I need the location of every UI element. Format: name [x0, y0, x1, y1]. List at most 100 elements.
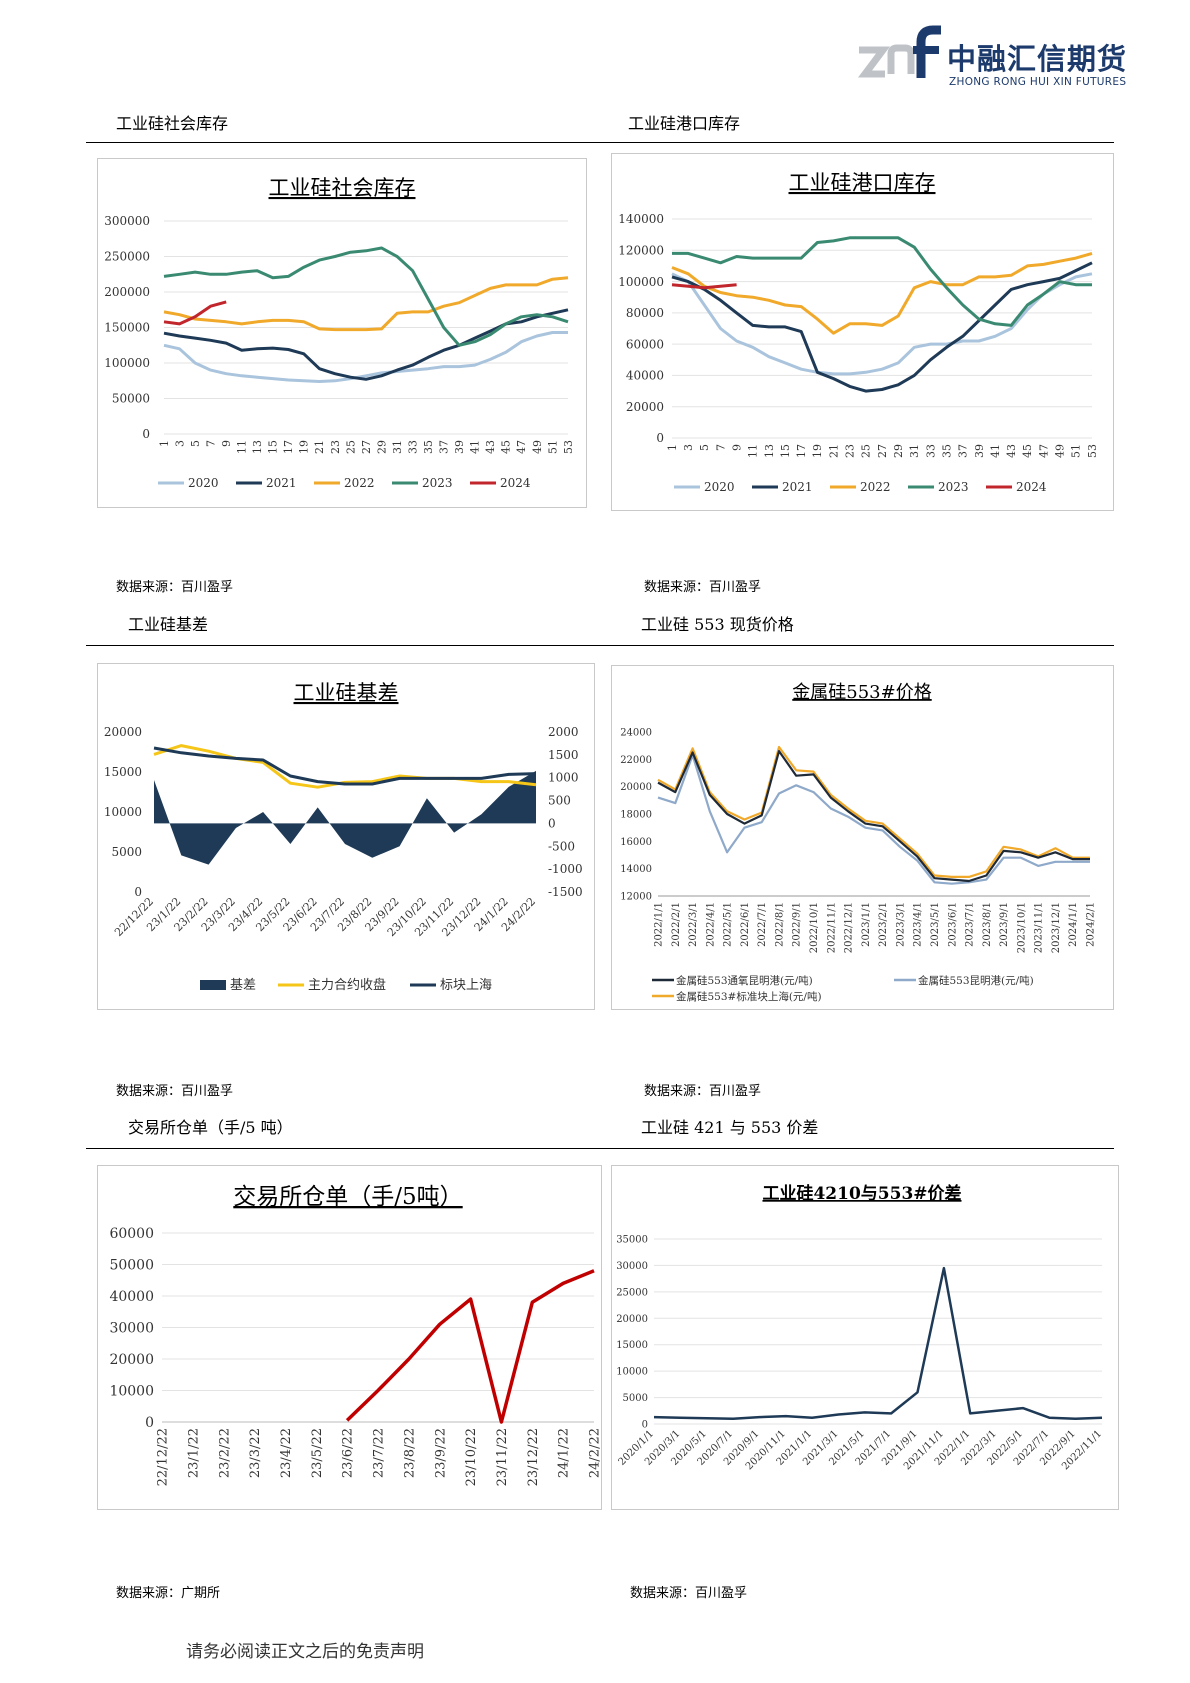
y-tick-label-right: 1000	[548, 771, 579, 785]
znf-logo-icon	[858, 25, 941, 78]
x-tick-label: 25	[860, 444, 873, 458]
y-tick-label: 10000	[109, 1383, 154, 1399]
x-tick-label: 9	[730, 444, 743, 451]
y-tick-label-left: 0	[134, 885, 142, 899]
x-tick-label: 23/9/22	[433, 1428, 448, 1478]
x-tick-label: 24/2/22	[588, 1428, 601, 1478]
section-title-421-553-spread: 工业硅 421 与 553 价差	[641, 1118, 819, 1137]
x-tick-label: 53	[1086, 444, 1099, 458]
section-title-port-inventory: 工业硅港口库存	[628, 114, 741, 133]
x-tick-label: 37	[957, 444, 970, 458]
section-title-social-inventory: 工业硅社会库存	[116, 114, 229, 133]
x-tick-label: 2023/5/1	[930, 902, 941, 947]
x-tick-label: 23/4/22	[279, 1428, 294, 1478]
legend-label: 2023	[422, 476, 453, 490]
x-tick-label: 45	[1021, 444, 1034, 458]
y-tick-label-left: 10000	[104, 805, 142, 819]
x-tick-label: 3	[173, 440, 186, 447]
x-tick-label: 23/2/22	[217, 1428, 232, 1478]
x-tick-label: 2023/6/1	[947, 902, 958, 947]
y-tick-label: 20000	[626, 400, 664, 414]
chart-warehouse-receipts: 交易所仓单（手/5吨） 60000 50000 40000 30000 20000 1000…	[109, 1184, 602, 1486]
disclaimer-footer: 请务必阅读正文之后的免责声明	[186, 1642, 424, 1662]
legend-label: 金属硅553#标准块上海(元/吨)	[676, 990, 822, 1003]
x-tick-label: 2022/8/1	[774, 902, 785, 947]
chart-title: 交易所仓单（手/5吨）	[233, 1184, 462, 1210]
spread-line	[653, 1266, 1103, 1420]
y-tick-label: 25000	[616, 1287, 648, 1298]
legend-label: 2021	[782, 480, 813, 494]
x-tick-label: 27	[360, 440, 373, 454]
section-title-basis: 工业硅基差	[128, 615, 209, 634]
y-tick-label: 10000	[616, 1367, 648, 1378]
x-tick-label: 11	[747, 444, 760, 458]
x-tick-label: 15	[267, 440, 280, 454]
legend-label: 2020	[704, 480, 735, 494]
y-tick-label: 60000	[109, 1226, 154, 1242]
series-line	[163, 276, 569, 332]
x-tick-label: 5	[698, 444, 711, 451]
series-line	[672, 236, 1092, 327]
y-tick-label: 50000	[112, 392, 150, 406]
x-tick-label: 22/12/22	[156, 1428, 171, 1486]
y-tick-label: 30000	[109, 1320, 154, 1336]
x-tick-label: 21	[313, 440, 326, 454]
x-tick-label: 33	[924, 444, 937, 458]
x-tick-label: 13	[251, 440, 264, 454]
x-tick-label: 15	[779, 444, 792, 458]
logo-chinese-name: 中融汇信期货	[947, 42, 1128, 76]
x-tick-label: 29	[375, 440, 388, 454]
y-tick-label-left: 20000	[104, 725, 142, 739]
series-line	[163, 300, 227, 326]
y-tick-label: 0	[142, 427, 150, 441]
x-tick-label: 27	[876, 444, 889, 458]
x-tick-label: 23/7/22	[372, 1428, 387, 1478]
x-tick-label: 45	[500, 440, 513, 454]
legend-swatch	[200, 980, 226, 990]
data-source-note: 数据来源：广期所	[116, 1586, 221, 1601]
x-tick-label: 2023/11/1	[1034, 902, 1045, 953]
legend-label: 2022	[344, 476, 375, 490]
x-tick-label: 1	[158, 440, 171, 447]
section-divider	[86, 645, 1114, 646]
x-tick-label: 24/1/22	[557, 1428, 572, 1478]
x-tick-label: 2022/6/1	[740, 902, 751, 947]
x-tick-label: 29	[892, 444, 905, 458]
x-tick-label: 7	[714, 444, 727, 451]
legend-label: 2024	[500, 476, 531, 490]
x-tick-label: 2023/1/1	[861, 902, 872, 947]
series-line	[671, 272, 1093, 376]
series-line	[163, 331, 568, 383]
y-tick-label-right: -1500	[548, 885, 583, 899]
y-tick-label: 20000	[616, 1314, 648, 1325]
basis-area	[154, 770, 536, 865]
receipts-line	[345, 1269, 595, 1424]
x-tick-label: 19	[298, 440, 311, 454]
chart-title: 工业硅港口库存	[789, 171, 936, 195]
y-tick-label: 14000	[620, 864, 652, 875]
x-tick-label: 2023/9/1	[999, 902, 1010, 947]
x-tick-label: 2023/4/1	[913, 902, 924, 947]
y-tick-label: 30000	[616, 1261, 648, 1272]
x-tick-label: 41	[989, 444, 1002, 458]
x-tick-label: 2023/8/1	[982, 902, 993, 947]
series-line	[671, 261, 1093, 393]
x-tick-label: 23/11/22	[495, 1428, 510, 1486]
y-tick-label-right: 500	[548, 794, 571, 808]
y-tick-label: 100000	[104, 356, 150, 370]
x-tick-label: 43	[484, 440, 497, 454]
x-tick-label: 51	[1070, 444, 1083, 458]
y-tick-label: 40000	[626, 369, 664, 383]
chart-frame-553-price: 金属硅553#价格 24000 22000 20000 18000 16000 14000 1…	[611, 665, 1114, 1010]
chart-title: 金属硅553#价格	[792, 682, 931, 703]
legend-label: 主力合约收盘	[308, 977, 386, 993]
x-tick-label: 31	[908, 444, 921, 458]
y-tick-label: 20000	[109, 1352, 154, 1368]
x-tick-label: 23/5/22	[310, 1428, 325, 1478]
y-tick-label: 12000	[620, 892, 652, 903]
data-source-note: 数据来源：百川盈孚	[644, 1084, 762, 1099]
series-line	[657, 750, 1090, 883]
x-tick-label: 37	[438, 440, 451, 454]
x-tick-label: 23/1/22	[186, 1428, 201, 1478]
chart-421-553-spread: 工业硅4210与553#价差 35000 30000 25000 20000 15000 1…	[616, 1183, 1104, 1472]
